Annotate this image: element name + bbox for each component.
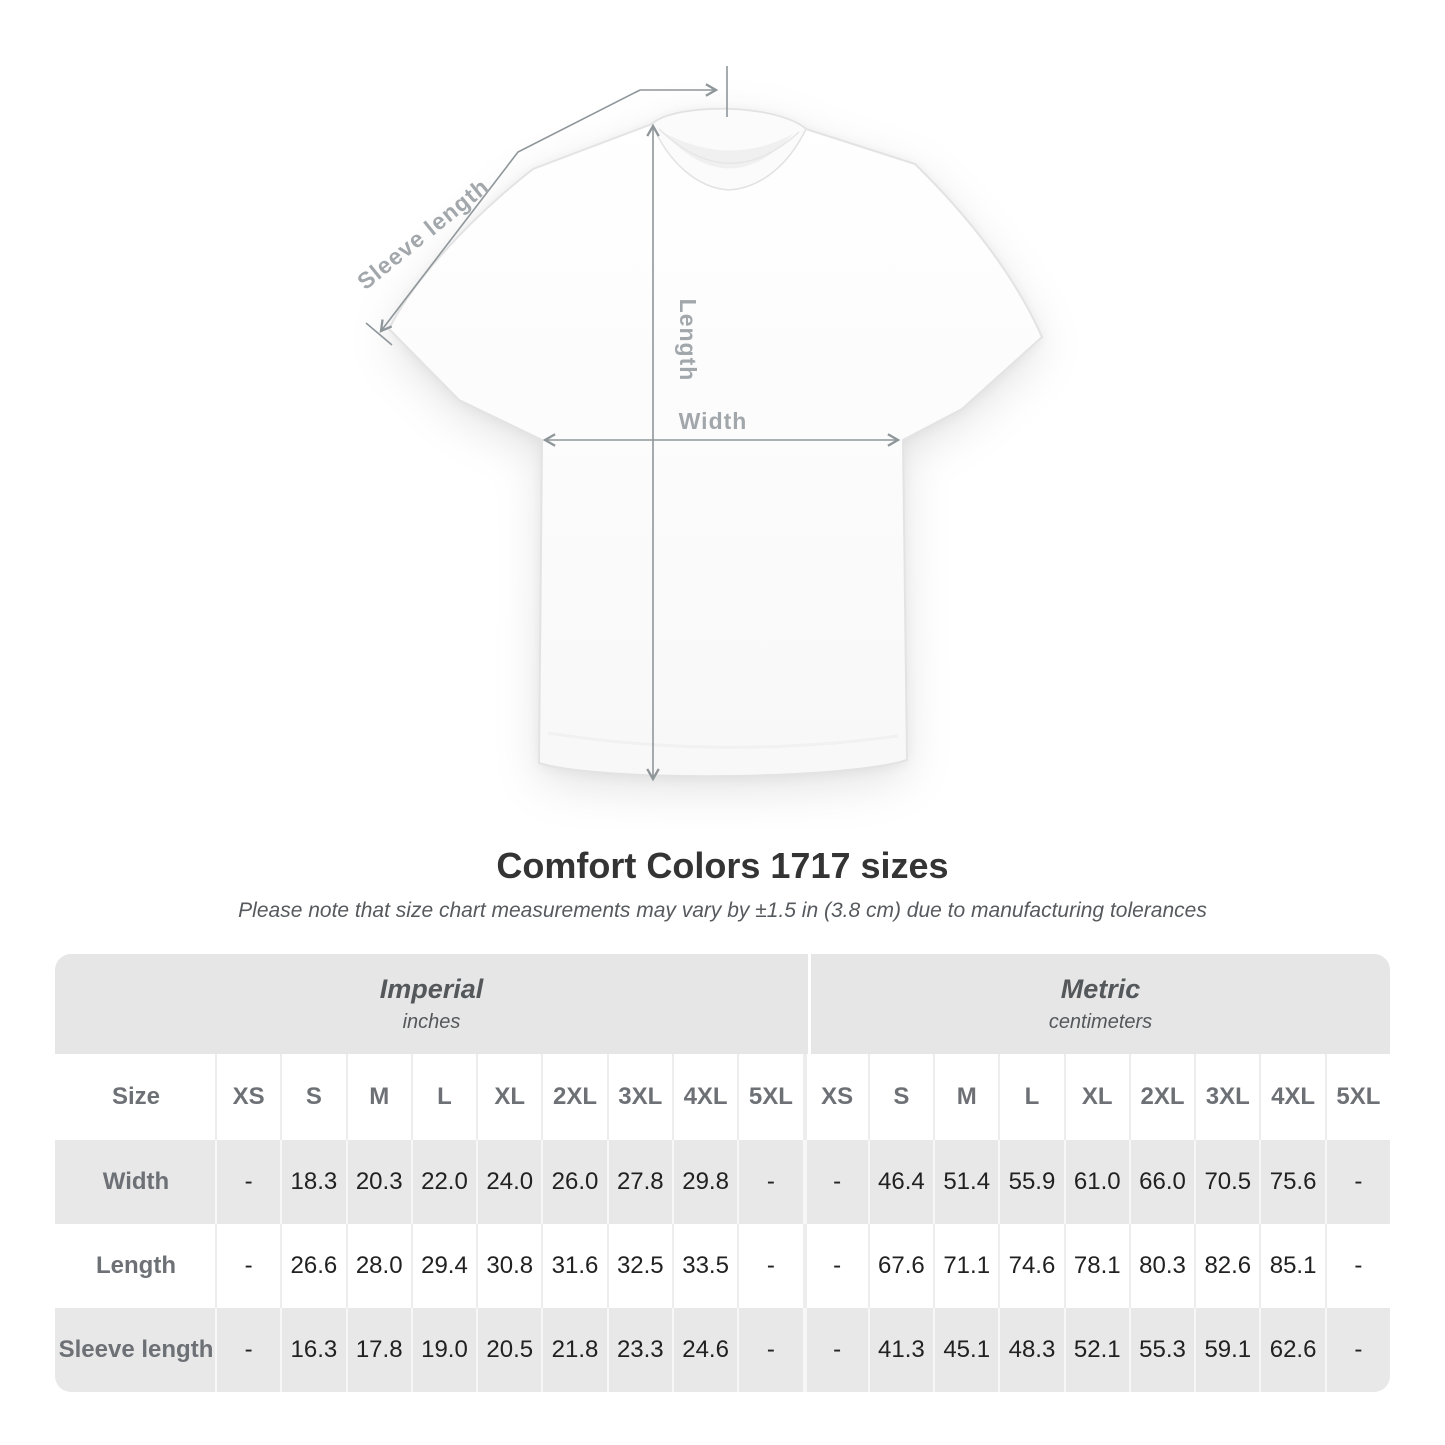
size-col-header: 3XL xyxy=(606,1053,672,1140)
value-cell: 85.1 xyxy=(1259,1223,1325,1308)
value-cell: - xyxy=(737,1139,803,1224)
size-col-header: S xyxy=(867,1053,934,1140)
value-cell: - xyxy=(1324,1139,1390,1224)
width-label: Width xyxy=(679,408,748,434)
row-label: Length xyxy=(55,1223,215,1308)
size-col-header: S xyxy=(280,1053,346,1140)
size-col-header: 4XL xyxy=(671,1053,738,1140)
value-cell: 45.1 xyxy=(933,1307,999,1392)
value-cell: 26.6 xyxy=(280,1223,346,1308)
value-cell: 80.3 xyxy=(1128,1223,1195,1308)
metric-unit: centimeters xyxy=(1048,1010,1153,1033)
value-cell: 31.6 xyxy=(541,1223,607,1308)
tshirt-measure-diagram: Sleeve length Length Width xyxy=(352,66,1043,782)
size-col-header: 4XL xyxy=(1259,1053,1325,1140)
size-col-header: L xyxy=(998,1053,1064,1140)
size-col-header: XL xyxy=(476,1053,542,1140)
value-cell: 67.6 xyxy=(867,1223,934,1308)
value-cell: - xyxy=(1324,1223,1390,1308)
value-cell: 21.8 xyxy=(541,1307,607,1392)
value-cell: 62.6 xyxy=(1259,1307,1325,1392)
size-col-header: M xyxy=(345,1053,411,1140)
value-cell: - xyxy=(1324,1307,1390,1392)
imperial-title: Imperial xyxy=(379,973,484,1004)
sleeve-end-tick xyxy=(365,322,393,346)
value-cell: 22.0 xyxy=(410,1139,477,1224)
size-col-header: XS xyxy=(215,1053,281,1140)
value-cell: 23.3 xyxy=(606,1307,672,1392)
value-cell: 20.5 xyxy=(476,1307,542,1392)
value-cell: - xyxy=(802,1307,868,1392)
size-col-header: 5XL xyxy=(1324,1053,1390,1140)
size-header-cell: Size xyxy=(55,1053,215,1140)
value-cell: - xyxy=(802,1223,868,1308)
value-cell: 46.4 xyxy=(867,1139,934,1224)
value-cell: 16.3 xyxy=(280,1307,346,1392)
value-cell: 30.8 xyxy=(476,1223,542,1308)
sleeve-length-line xyxy=(379,89,641,333)
row-label: Width xyxy=(55,1139,215,1224)
value-cell: 66.0 xyxy=(1128,1139,1195,1224)
size-col-header: M xyxy=(933,1053,999,1140)
value-cell: 61.0 xyxy=(1063,1139,1129,1224)
imperial-banner: Imperial inches xyxy=(55,953,808,1054)
value-cell: 52.1 xyxy=(1063,1307,1129,1392)
value-cell: 59.1 xyxy=(1194,1307,1260,1392)
value-cell: 55.9 xyxy=(998,1139,1064,1224)
value-cell: 32.5 xyxy=(606,1223,672,1308)
value-cell: 18.3 xyxy=(280,1139,346,1224)
value-cell: 28.0 xyxy=(345,1223,411,1308)
value-cell: - xyxy=(737,1223,803,1308)
value-cell: 41.3 xyxy=(867,1307,934,1392)
size-col-header: XL xyxy=(1063,1053,1129,1140)
value-cell: 24.0 xyxy=(476,1139,542,1224)
size-col-header: 5XL xyxy=(737,1053,803,1140)
value-cell: 74.6 xyxy=(998,1223,1064,1308)
value-cell: 33.5 xyxy=(671,1223,738,1308)
value-cell: 48.3 xyxy=(998,1307,1064,1392)
value-cell: - xyxy=(215,1223,281,1308)
length-label: Length xyxy=(675,299,701,382)
tolerance-note: Please note that size chart measurements… xyxy=(238,898,1207,922)
value-cell: 27.8 xyxy=(606,1139,672,1224)
value-cell: 71.1 xyxy=(933,1223,999,1308)
unit-banner: Imperial inches Metric centimeters xyxy=(55,953,1390,1054)
value-cell: 19.0 xyxy=(410,1307,477,1392)
size-grid: Size XS S M L XL 2XL 3XL 4XL 5XL XS S M L XL 2XL 3XL 4XL 5… xyxy=(55,1053,1390,1392)
value-cell: - xyxy=(215,1307,281,1392)
value-cell: 75.6 xyxy=(1259,1139,1325,1224)
value-cell: 26.0 xyxy=(541,1139,607,1224)
value-cell: 20.3 xyxy=(345,1139,411,1224)
imperial-unit: inches xyxy=(402,1010,461,1033)
metric-title: Metric xyxy=(1060,973,1141,1004)
size-col-header: 2XL xyxy=(541,1053,607,1140)
value-cell: 29.8 xyxy=(671,1139,738,1224)
value-cell: 17.8 xyxy=(345,1307,411,1392)
size-col-header: 2XL xyxy=(1128,1053,1195,1140)
value-cell: - xyxy=(737,1307,803,1392)
measurement-lines xyxy=(365,66,901,782)
value-cell: 70.5 xyxy=(1194,1139,1260,1224)
value-cell: - xyxy=(215,1139,281,1224)
value-cell: 78.1 xyxy=(1063,1223,1129,1308)
size-col-header: L xyxy=(410,1053,477,1140)
size-col-header: 3XL xyxy=(1194,1053,1260,1140)
row-label: Sleeve length xyxy=(55,1307,215,1392)
value-cell: 24.6 xyxy=(671,1307,738,1392)
size-table: Imperial inches Metric centimeters Size X… xyxy=(55,953,1390,1392)
size-col-header: XS xyxy=(802,1053,868,1140)
value-cell: 51.4 xyxy=(933,1139,999,1224)
collar xyxy=(651,108,807,191)
metric-banner: Metric centimeters xyxy=(811,953,1390,1054)
value-cell: 82.6 xyxy=(1194,1223,1260,1308)
page-title: Comfort Colors 1717 sizes xyxy=(496,845,949,886)
value-cell: - xyxy=(802,1139,868,1224)
tshirt-image xyxy=(388,107,1043,778)
value-cell: 55.3 xyxy=(1128,1307,1195,1392)
value-cell: 29.4 xyxy=(410,1223,477,1308)
